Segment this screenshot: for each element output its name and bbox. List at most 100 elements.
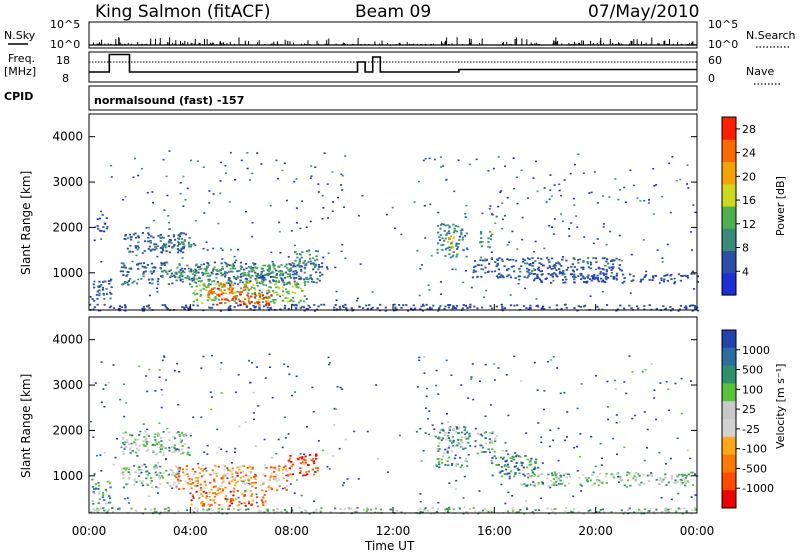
heatmap-cell <box>439 224 443 226</box>
heatmap-cell <box>232 275 235 278</box>
scatter-cell <box>322 256 325 259</box>
heatmap-cell <box>533 279 536 282</box>
heatmap-cell <box>174 448 177 451</box>
scatter-cell <box>545 201 548 203</box>
heatmap-cell <box>195 263 198 266</box>
colorbar-tick-label: -500 <box>742 462 767 475</box>
colorbar-tick-label: 25 <box>742 403 756 416</box>
heatmap-cell <box>193 480 196 483</box>
heatmap-cell <box>247 292 250 295</box>
heatmap-cell <box>540 307 543 310</box>
heatmap-cell <box>481 509 485 512</box>
heatmap-cell <box>230 480 234 483</box>
heatmap-cell <box>510 470 513 473</box>
heatmap-cell <box>503 465 506 468</box>
scatter-cell <box>610 272 613 274</box>
scatter-cell <box>689 457 692 460</box>
heatmap-cell <box>464 460 467 462</box>
scatter-cell <box>650 363 653 365</box>
y-tick-label: 1000 <box>52 266 83 280</box>
heatmap-cell <box>153 507 156 510</box>
scatter-cell <box>543 390 546 392</box>
scatter-cell <box>489 205 492 207</box>
heatmap-cell <box>344 303 347 306</box>
heatmap-cell <box>436 458 439 460</box>
heatmap-cell <box>441 428 444 431</box>
heatmap-cell <box>225 282 228 284</box>
scatter-cell <box>642 239 645 241</box>
heatmap-cell <box>446 451 449 454</box>
heatmap-cell <box>286 297 289 299</box>
heatmap-cell <box>103 222 106 225</box>
heatmap-cell <box>522 473 525 476</box>
heatmap-cell <box>438 239 442 241</box>
heatmap-cell <box>495 457 498 460</box>
scatter-cell <box>310 175 313 177</box>
heatmap-cell <box>181 445 184 447</box>
heatmap-cell <box>603 257 606 259</box>
heatmap-cell <box>209 504 212 506</box>
heatmap-cell <box>179 250 183 253</box>
heatmap-cell <box>221 265 224 268</box>
station-title: King Salmon (fitACF) <box>95 2 271 22</box>
heatmap-cell <box>177 431 180 433</box>
heatmap-cell <box>282 272 285 275</box>
heatmap-cell <box>233 306 236 308</box>
heatmap-cell <box>536 304 539 307</box>
scatter-cell <box>100 238 103 240</box>
heatmap-cell <box>177 468 180 470</box>
heatmap-cell <box>273 267 276 270</box>
scatter-cell <box>331 455 334 457</box>
scatter-cell <box>179 181 182 184</box>
colorbar-tick-label: 4 <box>742 265 749 278</box>
scatter-cell <box>312 410 315 413</box>
heatmap-cell <box>102 507 105 509</box>
heatmap-cell <box>262 279 266 282</box>
heatmap-cell <box>141 465 144 468</box>
heatmap-cell <box>447 241 450 243</box>
heatmap-cell <box>276 508 279 510</box>
scatter-cell <box>148 368 151 371</box>
scatter-cell <box>272 263 275 265</box>
heatmap-cell <box>691 471 694 474</box>
heatmap-cell <box>268 270 271 273</box>
heatmap-cell <box>219 283 223 285</box>
heatmap-cell <box>268 286 271 288</box>
scatter-cell <box>289 483 292 485</box>
heatmap-cell <box>200 268 203 270</box>
heatmap-cell <box>178 466 181 469</box>
heatmap-cell <box>561 279 565 281</box>
heatmap-cell <box>208 293 211 296</box>
heatmap-cell <box>479 259 482 261</box>
heatmap-cell <box>554 273 557 276</box>
heatmap-cell <box>219 310 222 312</box>
heatmap-cell <box>298 456 301 459</box>
heatmap-cell <box>524 455 527 457</box>
heatmap-cell <box>173 481 176 484</box>
heatmap-cell <box>559 474 562 477</box>
heatmap-cell <box>523 474 526 477</box>
heatmap-cell <box>162 445 165 448</box>
heatmap-cell <box>247 279 250 282</box>
heatmap-cell <box>312 460 315 463</box>
heatmap-cell <box>506 510 509 513</box>
x-axis-label: Time UT <box>364 539 415 553</box>
heatmap-cell <box>667 511 670 514</box>
scatter-cell <box>444 448 447 451</box>
heatmap-cell <box>318 279 321 282</box>
heatmap-cell <box>691 309 694 312</box>
freq-right-tick-low: 0 <box>708 72 715 85</box>
heatmap-cell <box>462 248 465 251</box>
scatter-cell <box>653 397 656 399</box>
heatmap-cell <box>437 436 440 438</box>
heatmap-cell <box>680 473 683 476</box>
heatmap-cell <box>655 508 658 511</box>
heatmap-cell <box>110 305 113 308</box>
scatter-cell <box>592 277 594 280</box>
heatmap-cell <box>262 269 265 272</box>
heatmap-cell <box>490 510 493 513</box>
heatmap-cell <box>345 307 348 310</box>
heatmap-cell <box>258 281 261 284</box>
heatmap-cell <box>286 275 289 278</box>
heatmap-cell <box>452 236 456 239</box>
